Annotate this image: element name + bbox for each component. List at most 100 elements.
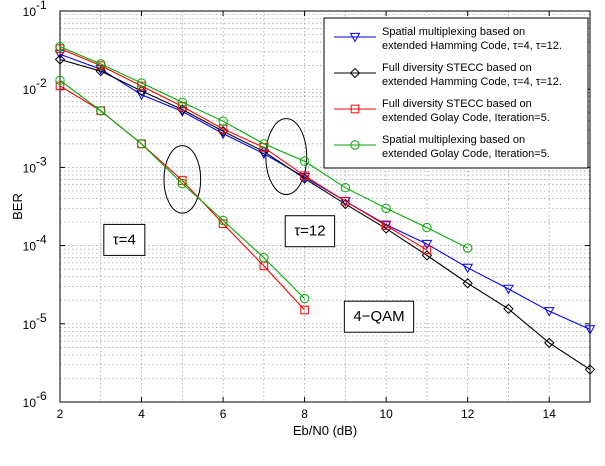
x-tick-label: 14 xyxy=(543,407,557,421)
annotation-box xyxy=(284,215,336,248)
series-line xyxy=(59,46,468,249)
annotation-label: 4−QAM xyxy=(353,308,404,325)
annotation-label: τ=4 xyxy=(113,231,136,248)
y-tick-label: 10 xyxy=(23,83,37,97)
series-line xyxy=(59,79,306,299)
data-point-circle xyxy=(340,183,351,193)
data-point-circle xyxy=(55,75,65,85)
annotation-box xyxy=(343,300,415,333)
series-line xyxy=(59,48,428,251)
legend: Spatial multiplexing based on extended Ha… xyxy=(323,17,589,169)
data-point-diamond xyxy=(584,364,596,375)
data-point-circle xyxy=(422,222,432,233)
y-tick-label: 10 xyxy=(23,396,37,410)
data-point-square xyxy=(381,221,391,230)
data-point-circle xyxy=(96,59,106,69)
y-tick-label: 10 xyxy=(23,240,37,254)
data-point-circle xyxy=(259,139,269,149)
y-tick-exponent: -3 xyxy=(36,154,47,168)
data-point-triangle xyxy=(380,220,392,231)
x-axis-label: Eb/N0 (dB) xyxy=(293,423,357,438)
data-point-triangle xyxy=(584,325,596,335)
data-point-square xyxy=(137,81,146,91)
data-point-square xyxy=(341,196,350,206)
legend-label: extended Hamming Code, τ=4, τ=12. xyxy=(382,40,562,52)
annotation-label: τ=12 xyxy=(294,223,325,240)
data-point-circle xyxy=(462,243,473,253)
y-tick-exponent: -5 xyxy=(36,311,47,325)
series-line xyxy=(59,53,591,330)
annotation-ellipse xyxy=(163,145,202,214)
y-tick-base: 10 xyxy=(23,161,37,175)
data-point-triangle xyxy=(421,239,433,250)
data-point-diamond xyxy=(544,337,555,349)
data-point-circle xyxy=(177,178,188,189)
data-point-circle xyxy=(218,116,228,126)
y-tick-base: 10 xyxy=(23,240,37,254)
legend-label: Spatial multiplexing based on xyxy=(382,26,525,38)
legend-label: Spatial multiplexing based on xyxy=(382,134,525,146)
data-point-diamond xyxy=(54,54,66,65)
x-tick-label: 6 xyxy=(220,407,227,421)
data-point-square xyxy=(350,104,360,114)
y-tick-base: 10 xyxy=(23,5,37,19)
legend-label: Full diversity STECC based on xyxy=(382,62,532,74)
data-point-diamond xyxy=(462,278,473,289)
series-3 xyxy=(55,41,473,304)
legend-entry-0: Spatial multiplexing based on extended Ha… xyxy=(334,26,562,52)
y-tick-label: 10 xyxy=(23,5,37,19)
annotation-box xyxy=(103,223,146,256)
y-axis-label: BER xyxy=(10,193,25,220)
data-point-circle xyxy=(259,253,269,263)
y-tick-base: 10 xyxy=(23,396,37,410)
legend-entry-3: Spatial multiplexing based on extended Go… xyxy=(334,134,550,160)
data-point-circle xyxy=(177,97,188,107)
x-tick-label: 12 xyxy=(461,407,475,421)
annotations: τ=4 τ=12 4−QAM xyxy=(103,118,415,333)
data-point-square xyxy=(55,81,65,91)
data-point-circle xyxy=(218,215,228,226)
y-tick-base: 10 xyxy=(23,83,37,97)
data-point-square xyxy=(300,171,309,181)
data-point-square xyxy=(300,305,309,315)
data-point-circle xyxy=(96,106,106,116)
data-point-circle xyxy=(136,139,147,149)
data-point-triangle xyxy=(543,307,555,317)
legend-entry-1: Full diversity STECC based on extended Ha… xyxy=(334,62,562,88)
data-point-circle xyxy=(55,41,65,52)
data-point-circle xyxy=(299,156,310,166)
data-point-triangle xyxy=(349,32,361,43)
legend-label: extended Hamming Code, τ=4, τ=12. xyxy=(382,76,562,88)
data-point-triangle xyxy=(462,263,474,274)
plot-frame xyxy=(59,10,591,403)
y-tick-exponent: -4 xyxy=(36,233,47,247)
series-line xyxy=(59,58,591,371)
data-point-circle xyxy=(299,293,310,304)
x-tick-label: 10 xyxy=(379,407,393,421)
legend-label: extended Golay Code, Iteration=5. xyxy=(382,112,550,124)
data-point-circle xyxy=(136,78,147,88)
y-tick-exponent: -6 xyxy=(36,389,47,403)
y-tick-exponent: -1 xyxy=(36,0,47,12)
data-point-circle xyxy=(381,203,391,213)
data-point-diamond xyxy=(503,303,514,315)
series xyxy=(54,41,596,375)
legend-label: Full diversity STECC based on xyxy=(382,98,532,110)
y-tick-label: 10 xyxy=(23,318,37,332)
data-point-triangle xyxy=(503,284,514,295)
legend-label: extended Golay Code, Iteration=5. xyxy=(382,148,550,160)
data-point-square xyxy=(422,245,432,255)
data-point-diamond xyxy=(349,67,361,79)
annotation-ellipse xyxy=(265,118,308,196)
legend-entry-2: Full diversity STECC based on extended Go… xyxy=(334,98,550,124)
x-tick-label: 2 xyxy=(57,407,64,421)
y-tick-label: 10 xyxy=(23,161,37,175)
x-tick-label: 4 xyxy=(138,407,145,421)
data-point-circle xyxy=(350,140,360,150)
legend-box xyxy=(323,17,589,169)
x-tick-label: 8 xyxy=(301,407,308,421)
y-tick-base: 10 xyxy=(23,318,37,332)
y-tick-exponent: -2 xyxy=(36,76,47,90)
